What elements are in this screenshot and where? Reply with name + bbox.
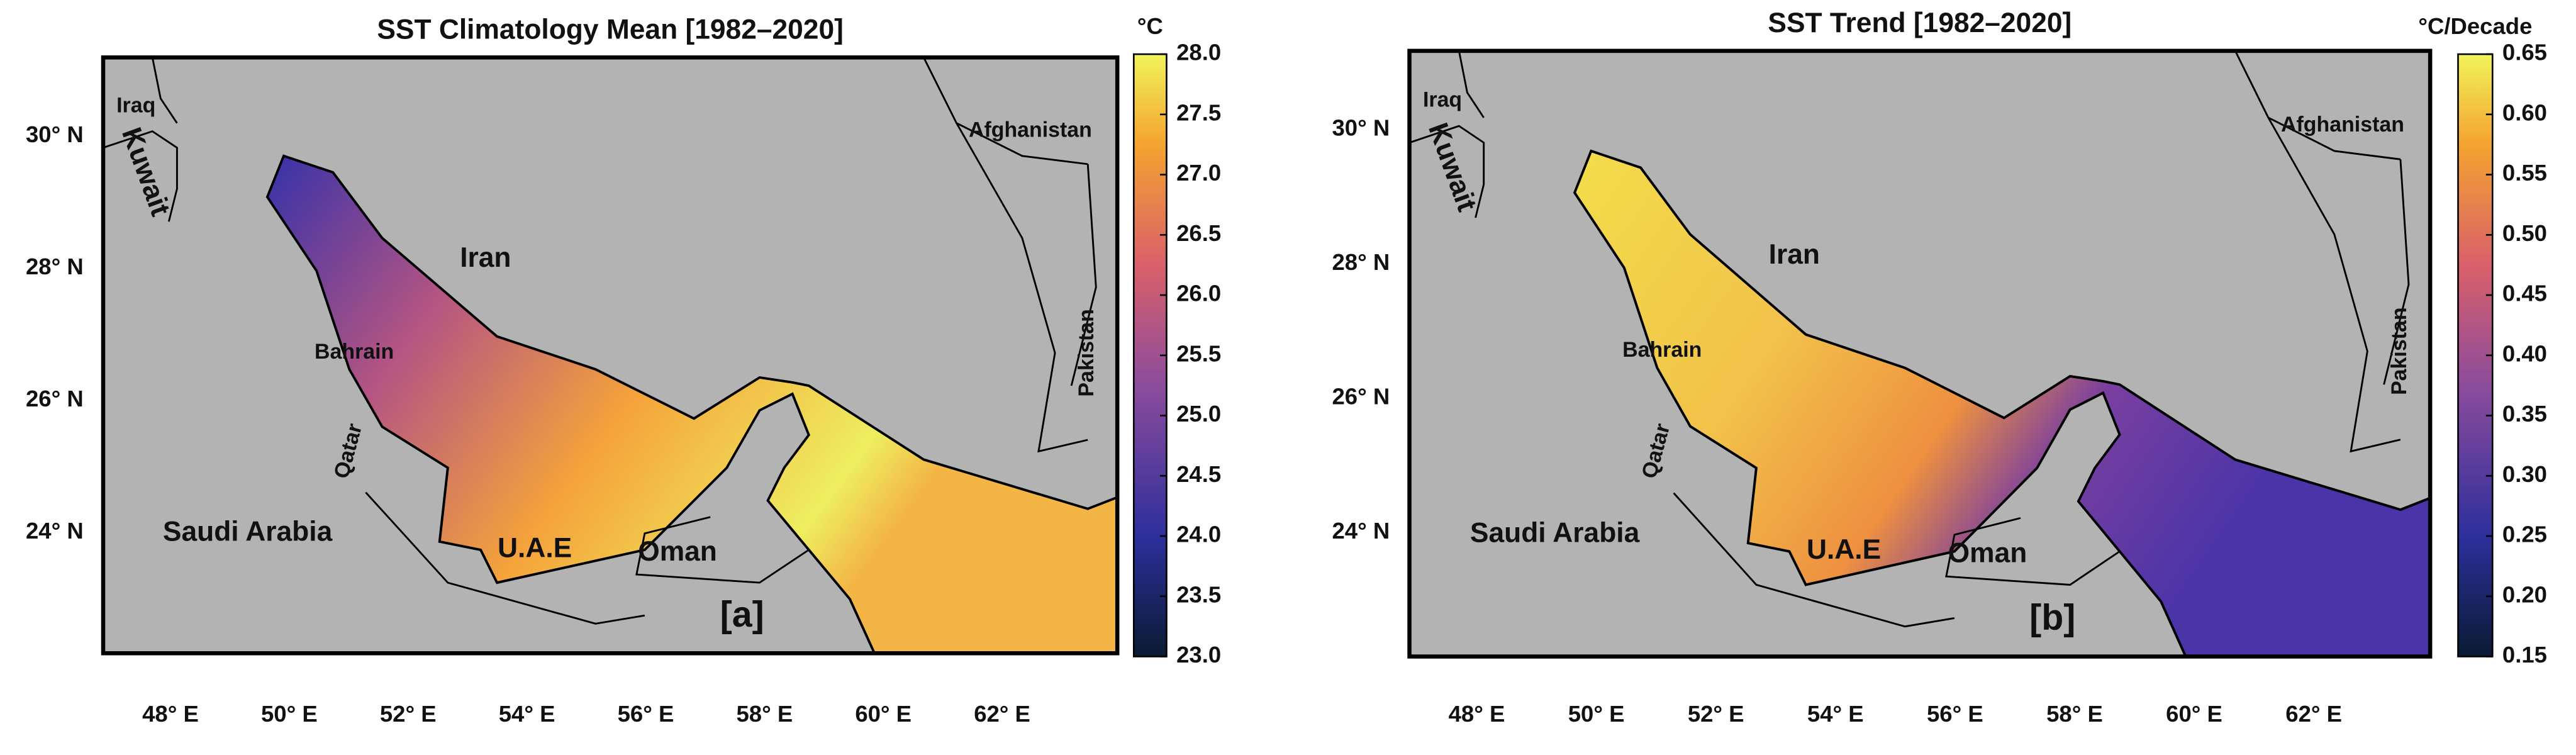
panel-label: [a] bbox=[720, 595, 764, 635]
lat-label: 30° N bbox=[1332, 115, 1390, 141]
border bbox=[1945, 517, 2121, 586]
lon-label: 50° E bbox=[261, 701, 318, 727]
colorbar-tick-label: 0.55 bbox=[2502, 160, 2547, 186]
panel-label: [b] bbox=[2029, 598, 2075, 638]
map-panel: SST Trend [1982–2020]IraqKuwaitIranBahra… bbox=[1332, 8, 2547, 727]
border bbox=[635, 516, 810, 584]
lon-label: 48° E bbox=[142, 701, 199, 727]
map bbox=[1409, 50, 2432, 658]
colorbar-tick-label: 24.0 bbox=[1176, 522, 1221, 547]
lat-label: 26° N bbox=[26, 386, 84, 411]
map bbox=[103, 57, 1119, 655]
place-label: Saudi Arabia bbox=[163, 517, 333, 547]
border bbox=[923, 57, 1088, 165]
colorbar-tick-label: 0.60 bbox=[2502, 99, 2547, 125]
colorbar-tick-label: 0.45 bbox=[2502, 281, 2547, 306]
lon-label: 48° E bbox=[1449, 701, 1505, 727]
border bbox=[1070, 164, 1097, 386]
map-frame bbox=[1407, 48, 2433, 659]
place-label: U.A.E bbox=[1807, 534, 1881, 565]
place-label: Bahrain bbox=[315, 340, 394, 364]
colorbar-unit: °C/Decade bbox=[2418, 13, 2532, 39]
border bbox=[2383, 159, 2410, 385]
place-label: Afghanistan bbox=[969, 118, 1092, 142]
colorbar-tick-label: 25.0 bbox=[1176, 401, 1221, 427]
lat-label: 28° N bbox=[1332, 249, 1390, 275]
border bbox=[956, 122, 1088, 453]
place-label: Iraq bbox=[1423, 87, 1462, 111]
place-label: Oman bbox=[1948, 537, 2027, 568]
lon-label: 54° E bbox=[499, 701, 555, 727]
colorbar-tick-label: 0.15 bbox=[2502, 642, 2547, 668]
place-label: U.A.E bbox=[498, 533, 572, 564]
colorbar-tick-label: 26.0 bbox=[1176, 281, 1221, 306]
place-label: Saudi Arabia bbox=[1470, 518, 1640, 549]
colorbar-tick-label: 27.5 bbox=[1176, 99, 1221, 125]
place-label: Iran bbox=[1769, 239, 1820, 270]
colorbar-tick-label: 0.50 bbox=[2502, 220, 2547, 246]
colorbar-tick-label: 0.25 bbox=[2502, 522, 2547, 547]
sea bbox=[1573, 149, 2432, 658]
lon-label: 60° E bbox=[855, 701, 912, 727]
lon-label: 60° E bbox=[2166, 701, 2222, 727]
place-label: Pakistan bbox=[2387, 307, 2411, 394]
colorbar-tick-label: 0.65 bbox=[2502, 40, 2547, 65]
colorbar-tick-label: 26.5 bbox=[1176, 220, 1221, 246]
lon-label: 56° E bbox=[1927, 701, 1983, 727]
lon-label: 56° E bbox=[618, 701, 674, 727]
lat-label: 24° N bbox=[1332, 518, 1390, 544]
lon-label: 52° E bbox=[380, 701, 437, 727]
colorbar-tick-label: 0.20 bbox=[2502, 581, 2547, 607]
place-label: Pakistan bbox=[1074, 309, 1098, 396]
place-label: Iran bbox=[460, 242, 511, 273]
lat-label: 28° N bbox=[26, 254, 84, 279]
border bbox=[103, 130, 178, 222]
lon-label: 50° E bbox=[1568, 701, 1625, 727]
border bbox=[2234, 50, 2401, 160]
colorbar-tick-label: 0.30 bbox=[2502, 461, 2547, 487]
panel-title: SST Trend [1982–2020] bbox=[1768, 8, 2071, 38]
sea bbox=[265, 154, 1119, 655]
lon-label: 62° E bbox=[2285, 701, 2342, 727]
border bbox=[1409, 125, 1485, 218]
lon-label: 58° E bbox=[736, 701, 793, 727]
colorbar-tick-label: 28.0 bbox=[1176, 40, 1221, 65]
map-frame bbox=[101, 55, 1120, 656]
lon-label: 58° E bbox=[2046, 701, 2103, 727]
colorbar-tick-label: 27.0 bbox=[1176, 160, 1221, 186]
panel-title: SST Climatology Mean [1982–2020] bbox=[377, 14, 844, 45]
colorbar-tick-label: 23.0 bbox=[1176, 642, 1221, 668]
border bbox=[365, 491, 645, 625]
place-label: Afghanistan bbox=[2281, 113, 2404, 137]
border bbox=[2267, 117, 2401, 453]
place-label: Iraq bbox=[116, 94, 155, 118]
border bbox=[1458, 50, 1485, 118]
lat-label: 24° N bbox=[26, 518, 84, 544]
colorbar-tick-label: 0.35 bbox=[2502, 401, 2547, 427]
colorbar-tick-label: 25.5 bbox=[1176, 340, 1221, 366]
colorbar-tick-label: 23.5 bbox=[1176, 581, 1221, 607]
lon-label: 62° E bbox=[974, 701, 1030, 727]
border bbox=[1673, 492, 1955, 628]
lat-label: 30° N bbox=[26, 121, 84, 147]
lon-label: 54° E bbox=[1807, 701, 1864, 727]
border bbox=[151, 57, 178, 124]
colorbar-tick-label: 24.5 bbox=[1176, 461, 1221, 487]
colorbar-tick-label: 0.40 bbox=[2502, 340, 2547, 366]
lat-label: 26° N bbox=[1332, 384, 1390, 410]
place-label: Bahrain bbox=[1622, 338, 1702, 362]
lon-label: 52° E bbox=[1688, 701, 1744, 727]
place-label: Oman bbox=[638, 536, 717, 567]
colorbar-unit: °C bbox=[1137, 13, 1163, 39]
map-panel: SST Climatology Mean [1982–2020]IraqKuwa… bbox=[26, 13, 1221, 727]
